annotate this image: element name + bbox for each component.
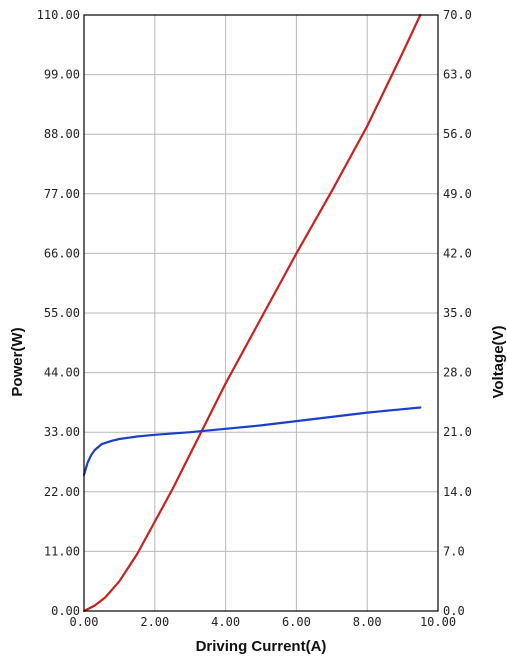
x-axis-label: Driving Current(A) — [196, 638, 327, 655]
right-y-tick-label: 56.0 — [443, 127, 472, 141]
x-tick-label: 8.00 — [353, 615, 382, 629]
left-y-tick-label: 0.00 — [51, 604, 80, 618]
power-series-line — [82, 13, 422, 613]
left-y-tick-label: 11.00 — [44, 544, 80, 558]
x-tick-label: 0.00 — [70, 615, 99, 629]
left-y-tick-labels: 0.00 11.00 22.00 33.00 44.00 55.00 66.00 77.00 8… — [37, 8, 80, 618]
x-tick-label: 2.00 — [140, 615, 169, 629]
right-y-tick-labels: 0.0 7.0 14.0 21.0 28.0 35.0 42.0 49.0 56.0 63.0 70… — [443, 8, 472, 618]
left-y-tick-label: 55.00 — [44, 306, 80, 320]
left-y-tick-label: 44.00 — [44, 366, 80, 380]
left-y-tick-label: 33.00 — [44, 425, 80, 439]
right-y-tick-label: 7.0 — [443, 544, 465, 558]
right-y-axis-label: Voltage(V) — [490, 325, 507, 398]
right-y-tick-label: 42.0 — [443, 246, 472, 260]
right-y-tick-label: 35.0 — [443, 306, 472, 320]
left-y-tick-label: 99.00 — [44, 68, 80, 82]
left-y-tick-label: 110.00 — [37, 8, 80, 22]
right-y-tick-label: 70.0 — [443, 8, 472, 22]
right-y-tick-label: 0.0 — [443, 604, 465, 618]
right-y-tick-label: 21.0 — [443, 425, 472, 439]
x-tick-labels: 0.00 2.00 4.00 6.00 8.00 10.00 — [70, 615, 457, 629]
grid — [84, 15, 438, 611]
right-y-tick-label: 49.0 — [443, 187, 472, 201]
series-lines — [82, 13, 422, 613]
right-y-tick-label: 14.0 — [443, 485, 472, 499]
left-y-tick-label: 66.00 — [44, 246, 80, 260]
left-y-tick-label: 22.00 — [44, 485, 80, 499]
plot-frame — [83, 14, 439, 612]
right-y-tick-label: 63.0 — [443, 68, 472, 82]
x-tick-label: 10.00 — [420, 615, 456, 629]
voltage-series-line — [82, 406, 422, 476]
left-y-tick-label: 77.00 — [44, 187, 80, 201]
left-y-axis-label: Power(W) — [9, 327, 26, 396]
x-tick-label: 6.00 — [282, 615, 311, 629]
x-tick-label: 4.00 — [211, 615, 240, 629]
left-y-tick-label: 88.00 — [44, 127, 80, 141]
right-y-tick-label: 28.0 — [443, 366, 472, 380]
